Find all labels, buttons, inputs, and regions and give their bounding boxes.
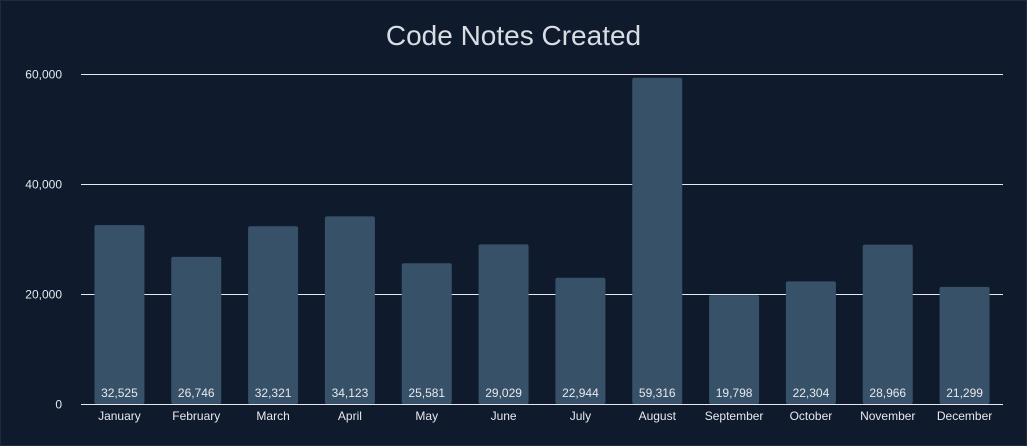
x-tick-label: May [415,409,438,423]
bar-october [785,281,836,404]
bar-february [171,256,222,404]
data-label: 19,798 [716,386,753,400]
bar-july [555,277,606,404]
data-label: 21,299 [946,386,983,400]
bar-march [248,226,299,404]
data-label: 59,316 [639,386,676,400]
bar-september [709,295,760,404]
x-tick-label: November [860,409,915,423]
x-tick-label: June [491,409,517,423]
y-tick-label: 0 [55,398,62,412]
x-tick-label: July [570,409,591,423]
data-label: 26,746 [178,386,215,400]
chart-title: Code Notes Created [385,20,642,51]
x-axis: January February March April May June July Augu… [98,409,992,423]
x-tick-label: September [705,409,764,423]
data-label: 22,304 [793,386,830,400]
data-label: 32,321 [255,386,292,400]
bars [94,77,990,405]
y-tick-label: 20,000 [25,288,62,302]
x-tick-label: February [172,409,220,423]
y-axis: 0 20,000 40,000 60,000 [25,68,62,412]
data-label: 22,944 [562,386,599,400]
data-label: 28,966 [869,386,906,400]
gridlines [81,74,1003,405]
data-labels: 32,525 26,746 32,321 34,123 25,581 29,029 22,9… [101,386,983,400]
bar-august [632,77,683,405]
data-label: 25,581 [408,386,445,400]
data-label: 32,525 [101,386,138,400]
x-tick-label: December [937,409,992,423]
bar-january [94,225,145,404]
x-tick-label: October [790,409,833,423]
x-tick-label: January [98,409,141,423]
y-tick-label: 40,000 [25,178,62,192]
bar-november [862,244,913,404]
data-label: 29,029 [485,386,522,400]
x-tick-label: April [338,409,362,423]
bar-december [939,286,990,404]
bar-june [478,244,529,404]
bar-april [324,216,375,404]
data-label: 34,123 [332,386,369,400]
x-tick-label: August [639,409,677,423]
bar-may [401,263,452,404]
y-tick-label: 60,000 [25,68,62,82]
x-tick-label: March [256,409,289,423]
